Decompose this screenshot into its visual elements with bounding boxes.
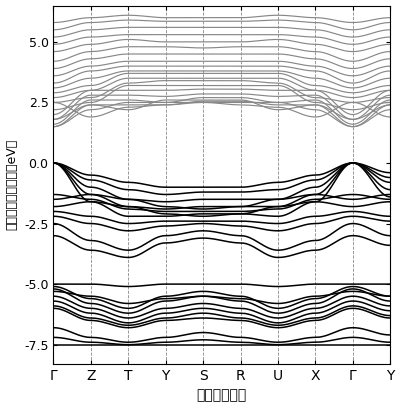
Y-axis label: 電子のエネルギー（eV）: 電子のエネルギー（eV） xyxy=(6,139,18,231)
X-axis label: 波数ベクトル: 波数ベクトル xyxy=(197,388,247,402)
